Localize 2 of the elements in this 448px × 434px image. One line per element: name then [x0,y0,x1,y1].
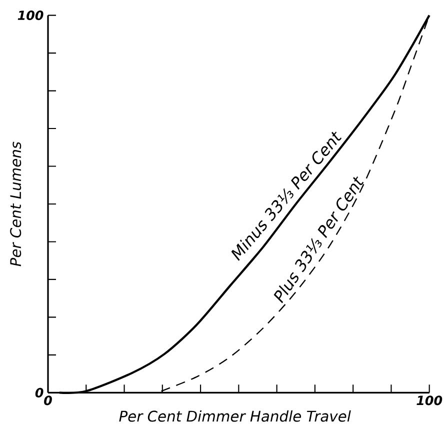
x-axis-title: Per Cent Dimmer Handle Travel [119,410,351,422]
y-axis-title: Per Cent Lumens [10,142,22,266]
